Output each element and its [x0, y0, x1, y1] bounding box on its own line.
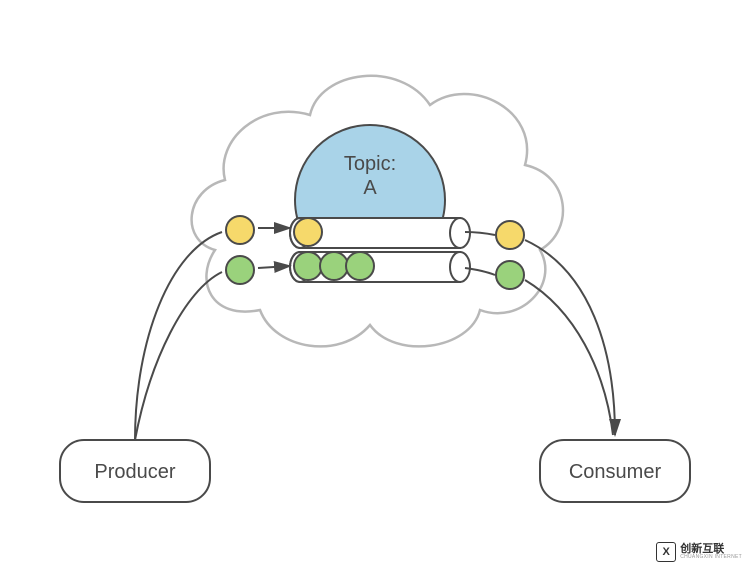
watermark: X 创新互联 CHUANGXIN INTERNET [656, 542, 742, 562]
diagram-canvas: Topic: A Producer Consumer [0, 0, 748, 568]
topic-label-line1: Topic: [344, 153, 396, 175]
topic-label-line2: A [363, 177, 377, 199]
consumer-label: Consumer [569, 461, 662, 483]
flow-arrows-front [258, 228, 290, 268]
watermark-sub: CHUANGXIN INTERNET [680, 555, 742, 560]
endpoint-boxes: Producer Consumer [60, 440, 690, 502]
watermark-logo: X [656, 542, 676, 562]
producer-label: Producer [94, 461, 175, 483]
